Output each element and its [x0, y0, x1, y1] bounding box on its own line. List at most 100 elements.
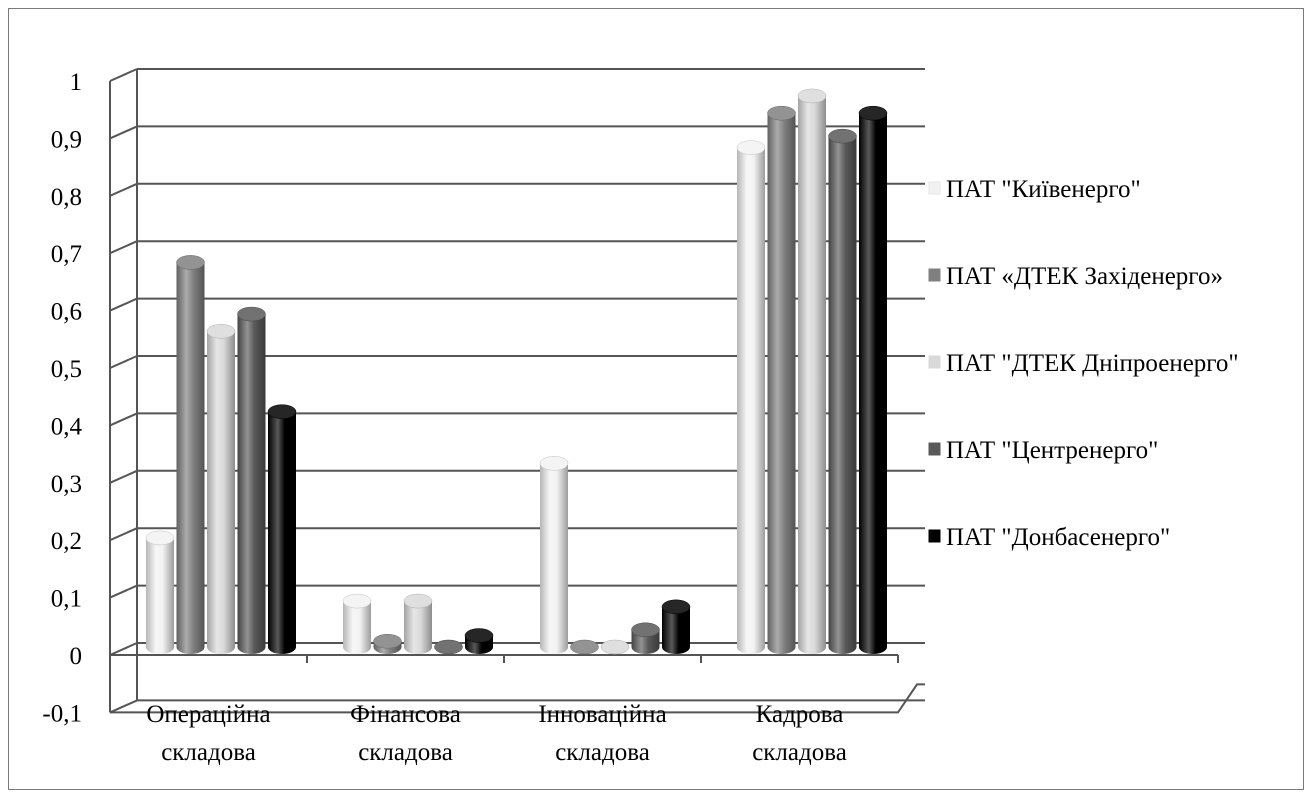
- bar-base: [404, 640, 432, 654]
- legend-label: ПАТ «ДТЕК Західенерго»: [946, 263, 1223, 290]
- y-tick-label: 0,8: [51, 184, 82, 211]
- y-tick-label: 0,9: [51, 126, 82, 153]
- bar-top: [797, 88, 827, 104]
- bar-base: [631, 640, 660, 654]
- legend-swatch: [928, 268, 941, 282]
- bar-body: [343, 601, 371, 647]
- bar: [342, 593, 372, 654]
- legend-label: ПАТ "Донбасенерго": [946, 524, 1170, 551]
- legend-label: ПАТ "ДТЕК Дніпроенерго": [946, 350, 1239, 377]
- gridline-side: [109, 240, 138, 255]
- bar: [736, 140, 766, 654]
- bar-body: [207, 331, 235, 647]
- y-tick-label: 0,2: [51, 528, 82, 555]
- bar-base: [540, 640, 568, 654]
- x-axis-category-labels: Операційна складова Фінансова складова Іннов…: [146, 701, 846, 766]
- bar-base: [343, 640, 371, 654]
- bar-base: [662, 640, 690, 654]
- y-tick-label: 0,1: [51, 586, 82, 613]
- bar-top: [464, 628, 494, 643]
- bar-base: [237, 640, 266, 654]
- bar-top: [403, 593, 433, 609]
- bar: [600, 639, 630, 655]
- legend-swatch: [928, 529, 941, 543]
- y-tick-label: -0,1: [42, 700, 82, 727]
- bar-top: [145, 530, 175, 546]
- gridline-side: [109, 125, 138, 140]
- bar: [434, 639, 463, 655]
- y-tick-label: 0,5: [51, 356, 82, 383]
- y-tick-label: 0,7: [51, 241, 82, 268]
- y-tick-label: 0: [70, 643, 83, 670]
- bar-top: [631, 622, 660, 638]
- bar-body: [767, 113, 796, 648]
- bar-top: [661, 599, 691, 615]
- axes: [109, 69, 925, 714]
- bar-base: [176, 640, 205, 654]
- bar-base: [465, 640, 493, 654]
- y-tick-label: 0,3: [51, 471, 82, 498]
- bar-top: [267, 404, 297, 419]
- bar-top: [828, 128, 857, 144]
- legend-swatch: [928, 355, 941, 369]
- gridline-side: [109, 68, 138, 82]
- bar-body: [404, 601, 432, 647]
- gridline-side: [109, 527, 138, 542]
- bar-body: [540, 463, 568, 647]
- gridline-side: [109, 469, 138, 484]
- bar-top: [342, 593, 372, 609]
- bar: [858, 105, 888, 654]
- bar: [661, 599, 691, 654]
- bar: [570, 639, 599, 655]
- x-tick-label: Операційна складова: [146, 701, 270, 766]
- bar-top: [434, 639, 463, 655]
- bar-top: [767, 105, 796, 121]
- bar-top: [237, 306, 266, 322]
- bar-base: [859, 640, 887, 654]
- bar: [237, 306, 266, 654]
- y-axis-tick-labels: -0,1 0 0,1 0,2 0,3 0,4 0,5 0,6 0,7 0,8 0,9 1: [42, 69, 82, 727]
- legend: ПАТ "Київенерго" ПАТ «ДТЕК Західенерго» ПА…: [928, 176, 1239, 551]
- bar-top: [858, 105, 888, 121]
- floor-edge: [110, 683, 925, 714]
- y-tick-label: 0,4: [51, 413, 83, 440]
- bar-body: [237, 314, 266, 647]
- bar-base: [737, 640, 765, 654]
- x-tick-label: Кадрова складова: [752, 701, 847, 766]
- bar-top: [176, 255, 205, 270]
- bar-base: [268, 640, 296, 654]
- bar-top: [373, 634, 402, 649]
- bar-body: [798, 95, 826, 647]
- bars: [145, 88, 888, 655]
- gridline-side: [109, 584, 138, 599]
- y-tick-label: 0,6: [51, 299, 82, 326]
- bar: [464, 628, 494, 654]
- legend-item: ПАТ "Київенерго": [928, 176, 1141, 203]
- bar-top: [600, 639, 630, 655]
- bar: [145, 530, 175, 654]
- bar-top: [570, 639, 599, 655]
- bar-base: [798, 640, 826, 654]
- legend-item: ПАТ "Донбасенерго": [928, 524, 1170, 551]
- bar-base: [146, 640, 174, 654]
- bar-body: [146, 537, 174, 647]
- bar: [539, 456, 569, 654]
- bar-base: [828, 640, 857, 654]
- legend-item: ПАТ «ДТЕК Західенерго»: [928, 263, 1223, 290]
- bar: [797, 88, 827, 654]
- bar-base: [207, 640, 235, 654]
- bar: [403, 593, 433, 654]
- legend-label: ПАТ "Центренерго": [946, 437, 1158, 464]
- legend-label: ПАТ "Київенерго": [946, 176, 1141, 203]
- x-tick-label: Інноваційна складова: [538, 701, 666, 766]
- bar: [767, 105, 796, 654]
- x-tick-label: Фінансова складова: [350, 701, 461, 766]
- bar: [828, 128, 857, 654]
- y-tick-label: 1: [70, 69, 83, 96]
- legend-item: ПАТ "ДТЕК Дніпроенерго": [928, 350, 1239, 377]
- chart-frame: [8, 8, 1304, 790]
- legend-item: ПАТ "Центренерго": [928, 437, 1158, 464]
- bar: [267, 404, 297, 654]
- bar-top: [539, 456, 569, 471]
